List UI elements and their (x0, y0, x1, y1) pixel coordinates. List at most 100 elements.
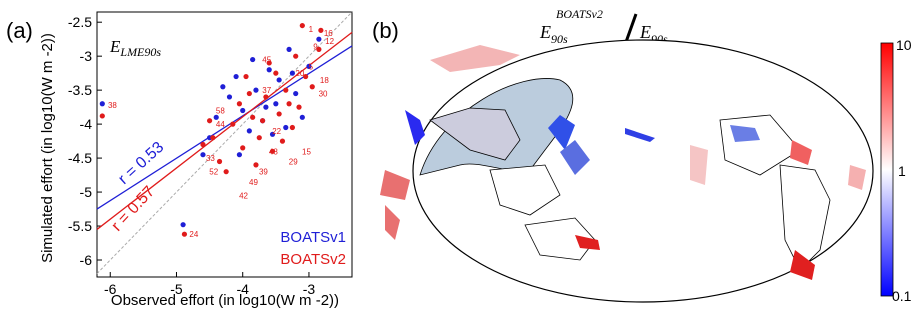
point-BOATSv2 (273, 70, 279, 76)
colorbar-tick-1: 1 (898, 163, 906, 179)
point-BOATSv2 (283, 87, 289, 93)
y-tick-label: -4.5 (68, 150, 92, 166)
point-label: 58 (216, 107, 225, 116)
r-value-v2: r = 0.57 (108, 183, 158, 235)
coastal-effort-region (560, 140, 590, 175)
point-BOATSv2 (269, 148, 276, 154)
point-BOATSv1 (240, 107, 246, 114)
point-BOATSv2 (286, 101, 292, 107)
point-BOATSv2 (240, 145, 246, 151)
point-BOATSv1 (180, 222, 186, 228)
point-BOATSv1 (269, 131, 276, 137)
map-title-numerator: E90s (539, 22, 568, 46)
point-BOATSv2 (210, 135, 216, 141)
point-BOATSv2 (299, 22, 305, 29)
point-BOATSv1 (276, 77, 282, 83)
point-BOATSv2 (230, 121, 236, 127)
point-BOATSv2 (246, 90, 252, 97)
point-BOATSv2 (259, 118, 266, 124)
coastal-effort-region (575, 235, 600, 250)
point-BOATSv2 (99, 113, 105, 119)
point-BOATSv1 (226, 94, 233, 100)
coastal-effort-region (405, 110, 425, 145)
point-label: 33 (206, 154, 215, 163)
point-BOATSv1 (306, 63, 312, 69)
y-tick-label: -5 (80, 184, 93, 200)
plot-a-title: ELME90s (109, 37, 161, 59)
point-label: 12 (325, 37, 334, 46)
point-BOATSv2 (181, 231, 188, 237)
y-tick-label: -2.5 (68, 14, 92, 30)
point-label: 5 (309, 62, 314, 71)
point-BOATSv2 (200, 141, 206, 148)
panel-a-label: (a) (6, 18, 33, 43)
x-tick-label: -3 (303, 281, 316, 297)
world-map (380, 39, 874, 303)
point-BOATSv1 (283, 124, 289, 131)
point-label: 44 (216, 120, 225, 129)
point-BOATSv2 (309, 84, 315, 90)
point-BOATSv2 (243, 73, 249, 80)
y-tick-label: -3.5 (68, 82, 92, 98)
point-BOATSv2 (263, 94, 269, 100)
x-axis-label: Observed effort (in log10(W m -2)) (111, 292, 339, 309)
point-label: 24 (189, 230, 198, 239)
point-BOATSv2 (250, 114, 256, 120)
point-label: 37 (262, 86, 271, 95)
map-title-slash (624, 13, 638, 43)
point-BOATSv2 (266, 60, 272, 66)
landmass (429, 107, 521, 161)
coastal-effort-region (380, 170, 410, 200)
point-BOATSv1 (289, 70, 295, 76)
point-BOATSv1 (246, 128, 252, 134)
landmass (489, 164, 561, 216)
point-BOATSv1 (253, 87, 259, 93)
point-BOATSv2 (216, 158, 223, 165)
point-label: 20 (295, 69, 304, 78)
coastal-effort-region (848, 165, 866, 190)
x-tick-label: -6 (104, 281, 117, 297)
point-label: 16 (324, 29, 333, 38)
coastal-effort-region (385, 205, 400, 240)
one-to-one-line (96, 11, 353, 274)
point-BOATSv1 (266, 67, 272, 73)
point-BOATSv1 (236, 152, 243, 158)
coastal-effort-region (690, 145, 708, 185)
plot-a-frame (96, 11, 353, 278)
point-label: 30 (319, 90, 328, 99)
point-BOATSv2 (279, 138, 286, 144)
point-BOATSv2 (316, 46, 322, 52)
coastal-effort-region (790, 250, 815, 280)
point-label: 22 (272, 127, 281, 136)
point-BOATSv1 (233, 73, 239, 80)
point-label: 39 (259, 168, 268, 177)
point-BOATSv2 (236, 101, 243, 107)
point-BOATSv1 (213, 114, 219, 120)
point-label: 18 (320, 76, 329, 85)
colorbar-tick-10: 10 (896, 37, 912, 53)
point-BOATSv2 (223, 169, 229, 175)
y-tick-label: -6 (80, 252, 93, 268)
point-BOATSv1 (220, 84, 226, 90)
point-label: 42 (239, 191, 248, 200)
coastal-effort-region (548, 115, 575, 150)
panel-b-label: (b) (372, 18, 399, 43)
point-label: 15 (302, 147, 311, 156)
point-BOATSv2 (206, 118, 213, 124)
y-axis-label: Simulated effort (in log10(W m -2)) (39, 33, 56, 263)
point-BOATSv1 (293, 90, 299, 97)
map-title-sup: BOATSv2 (556, 7, 603, 21)
point-BOATSv2 (276, 111, 282, 117)
point-BOATSv2 (253, 162, 259, 168)
point-label: 52 (209, 168, 218, 177)
colorbar-tick-0.1: 0.1 (892, 288, 912, 304)
coastal-effort-region (730, 125, 760, 142)
point-label: 48 (269, 147, 278, 156)
point-BOATSv1 (263, 104, 269, 110)
point-BOATSv1 (200, 152, 206, 158)
point-BOATSv2 (296, 104, 302, 110)
point-BOATSv1 (99, 101, 105, 107)
legend-v2: BOATSv2 (280, 251, 346, 268)
